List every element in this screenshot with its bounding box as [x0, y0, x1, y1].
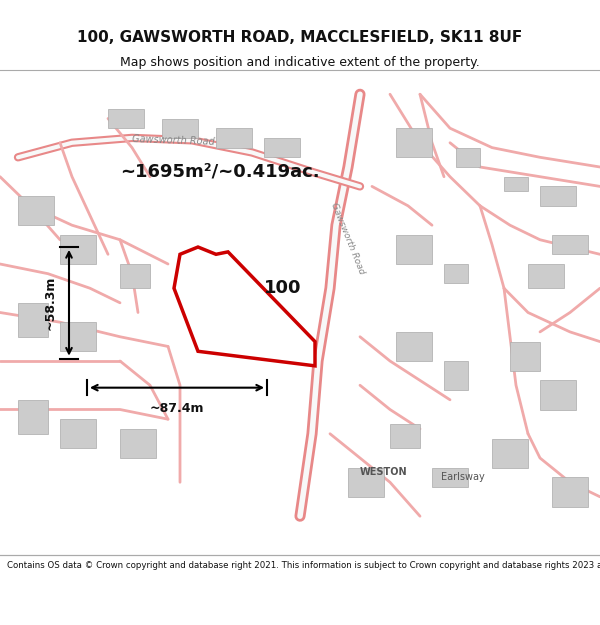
Text: ~87.4m: ~87.4m — [150, 402, 204, 415]
Polygon shape — [492, 439, 528, 468]
Polygon shape — [120, 429, 156, 458]
Text: Contains OS data © Crown copyright and database right 2021. This information is : Contains OS data © Crown copyright and d… — [7, 561, 600, 569]
Text: 100, GAWSWORTH ROAD, MACCLESFIELD, SK11 8UF: 100, GAWSWORTH ROAD, MACCLESFIELD, SK11 … — [77, 31, 523, 46]
Polygon shape — [108, 109, 144, 128]
Text: 100: 100 — [264, 279, 302, 297]
Polygon shape — [162, 119, 198, 138]
Polygon shape — [528, 264, 564, 288]
Polygon shape — [390, 424, 420, 448]
Polygon shape — [540, 381, 576, 409]
Polygon shape — [174, 247, 315, 366]
Text: WESTON: WESTON — [360, 467, 407, 477]
Polygon shape — [444, 264, 468, 283]
Text: Gawsworth Road: Gawsworth Road — [329, 201, 366, 276]
Text: ~58.3m: ~58.3m — [44, 276, 57, 330]
Polygon shape — [432, 468, 468, 487]
Polygon shape — [552, 235, 588, 254]
Polygon shape — [510, 342, 540, 371]
Polygon shape — [18, 196, 54, 225]
Polygon shape — [504, 177, 528, 191]
Polygon shape — [60, 235, 96, 264]
Polygon shape — [264, 138, 300, 158]
Polygon shape — [396, 235, 432, 264]
Text: Earlsway: Earlsway — [441, 472, 485, 482]
Polygon shape — [396, 128, 432, 158]
Polygon shape — [18, 400, 48, 434]
Polygon shape — [18, 302, 48, 337]
Text: Gawsworth Road: Gawsworth Road — [132, 134, 215, 147]
Text: Map shows position and indicative extent of the property.: Map shows position and indicative extent… — [120, 56, 480, 69]
Text: ~1695m²/~0.419ac.: ~1695m²/~0.419ac. — [120, 162, 320, 181]
Polygon shape — [348, 468, 384, 497]
Polygon shape — [60, 322, 96, 351]
Polygon shape — [396, 332, 432, 361]
Polygon shape — [60, 419, 96, 448]
Polygon shape — [552, 478, 588, 506]
Polygon shape — [216, 128, 252, 148]
Polygon shape — [456, 148, 480, 167]
Polygon shape — [120, 264, 150, 288]
Polygon shape — [444, 361, 468, 390]
Polygon shape — [540, 186, 576, 206]
